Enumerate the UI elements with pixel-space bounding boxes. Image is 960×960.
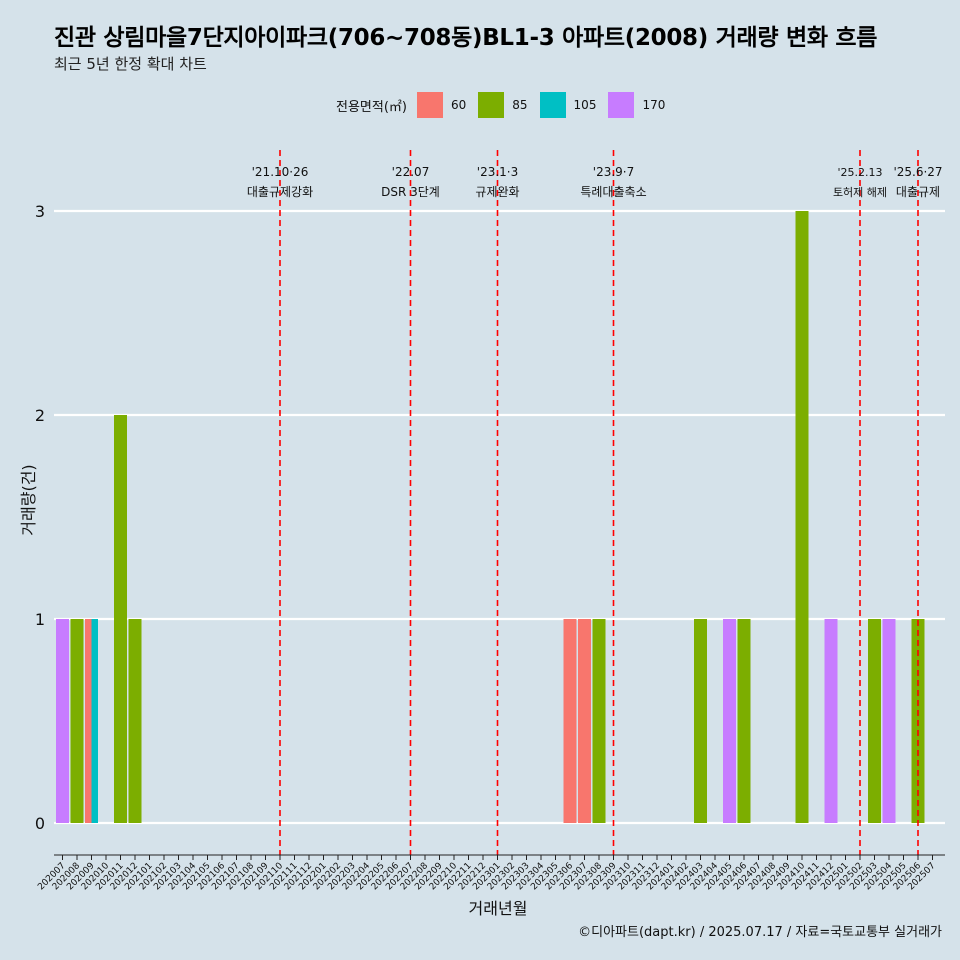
event-date-202110: '21.10·26 bbox=[252, 165, 309, 179]
event-date-202502: '25.2.13 bbox=[837, 166, 882, 179]
bar-202410-85 bbox=[795, 211, 809, 823]
bar-202406-85 bbox=[737, 619, 751, 823]
event-label-202309: 특례대출축소 bbox=[580, 185, 646, 199]
bar-202405-170 bbox=[723, 619, 736, 823]
event-label-202301: 규제완화 bbox=[475, 185, 519, 199]
legend-label-170: 170 bbox=[642, 98, 666, 112]
legend-item-170: 170 bbox=[608, 92, 665, 118]
legend-label-105: 105 bbox=[573, 98, 597, 112]
bar-202307-60 bbox=[578, 619, 591, 823]
bar-202306-60 bbox=[563, 619, 577, 823]
legend-swatch-105 bbox=[539, 92, 566, 118]
chart-subtitle: 최근 5년 한정 확대 차트 bbox=[54, 55, 207, 73]
y-tick-label-3: 3 bbox=[35, 202, 45, 221]
bar-202308-85 bbox=[592, 619, 606, 823]
bar-202504-170 bbox=[882, 619, 896, 823]
source-caption: ©디아파트(dapt.kr) / 2025.07.17 / 자료=국토교통부 실… bbox=[578, 925, 942, 940]
legend: 전용면적(㎡) 60 85 105 170 bbox=[336, 92, 677, 118]
legend-label-85: 85 bbox=[512, 98, 528, 112]
event-label-202506: 대출규제 bbox=[896, 185, 940, 199]
x-axis-title: 거래년월 bbox=[469, 899, 528, 918]
bar-202007-170 bbox=[56, 619, 69, 823]
legend-item-60: 60 bbox=[416, 92, 467, 118]
legend-swatch-170 bbox=[608, 92, 635, 118]
event-label-202207: DSR 3단계 bbox=[381, 185, 440, 199]
event-date-202207: '22.07 bbox=[392, 165, 430, 179]
bar-202009-105 bbox=[91, 619, 98, 823]
y-tick-label-0: 0 bbox=[35, 814, 45, 833]
legend-swatch-60 bbox=[416, 92, 443, 118]
legend-item-85: 85 bbox=[478, 92, 528, 118]
chart-title: 진관 상림마을7단지아이파크(706~708동)BL1-3 아파트(2008) … bbox=[54, 25, 878, 51]
legend-title: 전용면적(㎡) bbox=[336, 99, 407, 115]
legend-swatch-85 bbox=[478, 92, 505, 118]
legend-item-105: 105 bbox=[539, 92, 597, 118]
event-date-202309: '23.9·7 bbox=[593, 165, 634, 179]
y-axis-title: 거래량(건) bbox=[19, 464, 38, 535]
bar-202503-85 bbox=[868, 619, 881, 823]
y-tick-label-2: 2 bbox=[35, 406, 45, 425]
bar-202403-85 bbox=[694, 619, 707, 823]
event-date-202301: '23.1·3 bbox=[477, 165, 518, 179]
bar-202009-60 bbox=[85, 619, 92, 823]
bar-202011-85 bbox=[114, 415, 127, 823]
event-label-202502: 토허제 해제 bbox=[833, 185, 887, 199]
event-label-202110: 대출규제강화 bbox=[247, 185, 313, 199]
bar-202412-170 bbox=[824, 619, 838, 823]
y-tick-label-1: 1 bbox=[35, 610, 45, 629]
event-date-202506: '25.6·27 bbox=[893, 165, 942, 179]
legend-label-60: 60 bbox=[450, 98, 467, 112]
bar-202012-85 bbox=[128, 619, 142, 823]
bar-202008-85 bbox=[70, 619, 84, 823]
